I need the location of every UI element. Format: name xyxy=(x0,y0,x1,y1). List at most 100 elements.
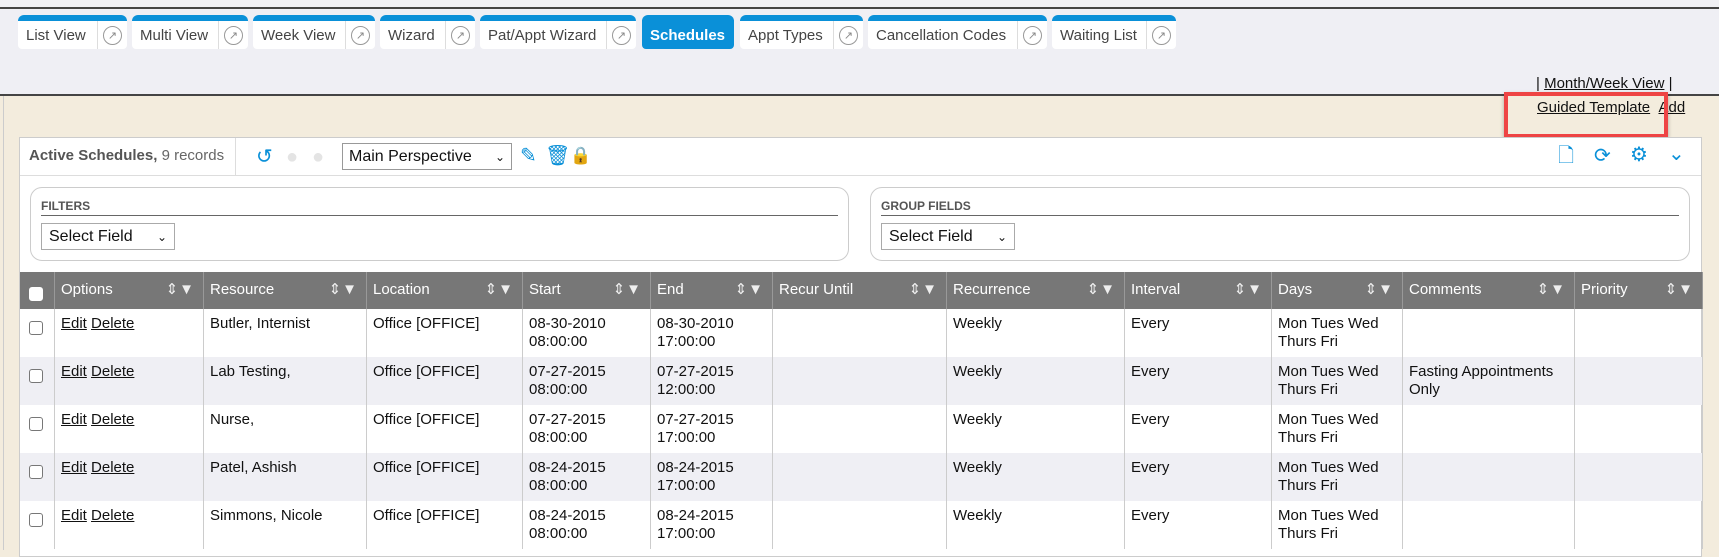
checkbox-cell xyxy=(20,501,55,549)
end-date: 08-24-2015 xyxy=(657,507,734,524)
open-external-button[interactable]: ↗ xyxy=(833,21,863,49)
resource-cell: Lab Testing, xyxy=(204,357,367,405)
column-header-recur-until[interactable]: Recur Until ⇕▼ xyxy=(773,272,947,309)
open-external-button[interactable]: ↗ xyxy=(1146,21,1176,49)
days-cell: Mon Tues Wed Thurs Fri xyxy=(1272,357,1403,405)
tab-wizard[interactable]: Wizard ↗ xyxy=(380,15,475,49)
delete-link[interactable]: Delete xyxy=(91,315,135,332)
chevron-down-icon[interactable]: ⌄ xyxy=(1668,143,1685,165)
table-row: Edit Delete Lab Testing, Office [OFFICE] 07… xyxy=(20,357,1703,405)
delete-link[interactable]: Delete xyxy=(91,363,135,380)
row-checkbox[interactable] xyxy=(29,417,43,431)
tab-multi-view[interactable]: Multi View ↗ xyxy=(132,15,248,49)
resource-value: Simmons, Nicole xyxy=(210,507,323,524)
column-label: Interval xyxy=(1131,281,1181,298)
column-header-days[interactable]: Days ⇕▼ xyxy=(1272,272,1403,309)
delete-link[interactable]: Delete xyxy=(91,507,135,524)
recur-until-cell xyxy=(773,309,947,357)
start-cell: 08-24-2015 08:00:00 xyxy=(523,501,651,549)
tab-label: Week View xyxy=(261,26,336,44)
open-external-button[interactable]: ↗ xyxy=(345,21,375,49)
delete-link[interactable]: Delete xyxy=(91,411,135,428)
tab-schedules[interactable]: Schedules xyxy=(642,15,734,49)
tab-appt-types[interactable]: Appt Types ↗ xyxy=(740,15,863,49)
column-header-resource[interactable]: Resource ⇕▼ xyxy=(204,272,367,309)
sort-filter-icon[interactable]: ⇕▼ xyxy=(1233,281,1263,298)
open-external-button[interactable]: ↗ xyxy=(218,21,248,49)
column-header-options[interactable]: Options ⇕▼ xyxy=(55,272,204,309)
sort-filter-icon[interactable]: ⇕▼ xyxy=(734,281,764,298)
lock-icon[interactable]: 🔒 xyxy=(570,146,592,165)
next-icon[interactable]: ● xyxy=(312,146,325,168)
sort-filter-icon[interactable]: ⇕▼ xyxy=(612,281,642,298)
edit-link[interactable]: Edit xyxy=(61,411,87,428)
column-header-recurrence[interactable]: Recurrence ⇕▼ xyxy=(947,272,1125,309)
column-header-comments[interactable]: Comments ⇕▼ xyxy=(1403,272,1575,309)
file-icon[interactable]: 🗋 xyxy=(1558,145,1575,167)
days-value: Mon Tues Wed xyxy=(1278,507,1379,524)
column-label: Comments xyxy=(1409,281,1482,298)
sort-filter-icon[interactable]: ⇕▼ xyxy=(484,281,514,298)
interval-cell: Every xyxy=(1125,309,1272,357)
location-cell: Office [OFFICE] xyxy=(367,453,523,501)
pencil-icon[interactable]: ✎ xyxy=(520,145,537,167)
sort-filter-icon[interactable]: ⇕▼ xyxy=(1664,281,1694,298)
gear-icon[interactable]: ⚙ xyxy=(1630,144,1648,166)
chevron-down-icon: ⌄ xyxy=(494,149,505,164)
column-header-priority[interactable]: Priority ⇕▼ xyxy=(1575,272,1703,309)
window-strip xyxy=(0,0,1719,9)
row-checkbox[interactable] xyxy=(29,369,43,383)
edit-link[interactable]: Edit xyxy=(61,459,87,476)
tab-label: Wizard xyxy=(388,26,435,44)
table-row: Edit Delete Butler, Internist Office [OFFI… xyxy=(20,309,1703,357)
row-checkbox[interactable] xyxy=(29,513,43,527)
grid-title: Active Schedules, 9 records xyxy=(20,138,236,175)
open-external-button[interactable]: ↗ xyxy=(445,21,475,49)
tab-pat-appt-wizard[interactable]: Pat/Appt Wizard ↗ xyxy=(480,15,636,49)
location-value: Office [OFFICE] xyxy=(373,315,480,332)
edit-link[interactable]: Edit xyxy=(61,315,87,332)
edit-link[interactable]: Edit xyxy=(61,507,87,524)
guided-template-link[interactable]: Guided Template xyxy=(1537,99,1651,116)
column-header-end[interactable]: End ⇕▼ xyxy=(651,272,773,309)
days-value: Thurs Fri xyxy=(1278,477,1338,494)
comments-cell xyxy=(1403,309,1575,357)
perspective-select[interactable]: Main Perspective ⌄ xyxy=(342,143,512,170)
group-field-select[interactable]: Select Field ⌄ xyxy=(881,223,1015,250)
sort-filter-icon[interactable]: ⇕▼ xyxy=(1364,281,1394,298)
end-date: 07-27-2015 xyxy=(657,411,734,428)
recurrence-value: Weekly xyxy=(953,507,1002,524)
sort-filter-icon[interactable]: ⇕▼ xyxy=(328,281,358,298)
refresh-icon[interactable]: ⟳ xyxy=(1594,145,1611,167)
prev-icon[interactable]: ● xyxy=(286,146,299,168)
open-external-button[interactable]: ↗ xyxy=(606,21,636,49)
start-time: 08:00:00 xyxy=(529,333,588,350)
filter-field-select[interactable]: Select Field ⌄ xyxy=(41,223,175,250)
sort-filter-icon[interactable]: ⇕▼ xyxy=(1086,281,1116,298)
arrow-up-right-icon: ↗ xyxy=(1023,25,1042,45)
grid-toolbar: Active Schedules, 9 records ↺ ● ● Main P… xyxy=(20,138,1701,176)
sort-filter-icon[interactable]: ⇕▼ xyxy=(1536,281,1566,298)
select-all-checkbox[interactable] xyxy=(29,287,43,301)
column-header-location[interactable]: Location ⇕▼ xyxy=(367,272,523,309)
row-checkbox[interactable] xyxy=(29,465,43,479)
month-week-view-link[interactable]: Month/Week View xyxy=(1544,75,1665,92)
row-checkbox[interactable] xyxy=(29,321,43,335)
undo-icon[interactable]: ↺ xyxy=(256,146,273,168)
column-header-interval[interactable]: Interval ⇕▼ xyxy=(1125,272,1272,309)
sort-filter-icon[interactable]: ⇕▼ xyxy=(165,281,195,298)
tab-week-view[interactable]: Week View ↗ xyxy=(253,15,375,49)
column-header-start[interactable]: Start ⇕▼ xyxy=(523,272,651,309)
column-label: Days xyxy=(1278,281,1313,298)
delete-link[interactable]: Delete xyxy=(91,459,135,476)
trash-icon[interactable]: 🗑 xyxy=(545,145,571,167)
sort-filter-icon[interactable]: ⇕▼ xyxy=(908,281,938,298)
open-external-button[interactable]: ↗ xyxy=(1017,21,1047,49)
open-external-button[interactable]: ↗ xyxy=(97,21,127,49)
edit-link[interactable]: Edit xyxy=(61,363,87,380)
tab-list-view[interactable]: List View ↗ xyxy=(18,15,127,49)
end-time: 17:00:00 xyxy=(657,477,716,494)
separator: | xyxy=(1668,75,1673,92)
tab-cancellation-codes[interactable]: Cancellation Codes ↗ xyxy=(868,15,1047,49)
tab-waiting-list[interactable]: Waiting List ↗ xyxy=(1052,15,1176,49)
